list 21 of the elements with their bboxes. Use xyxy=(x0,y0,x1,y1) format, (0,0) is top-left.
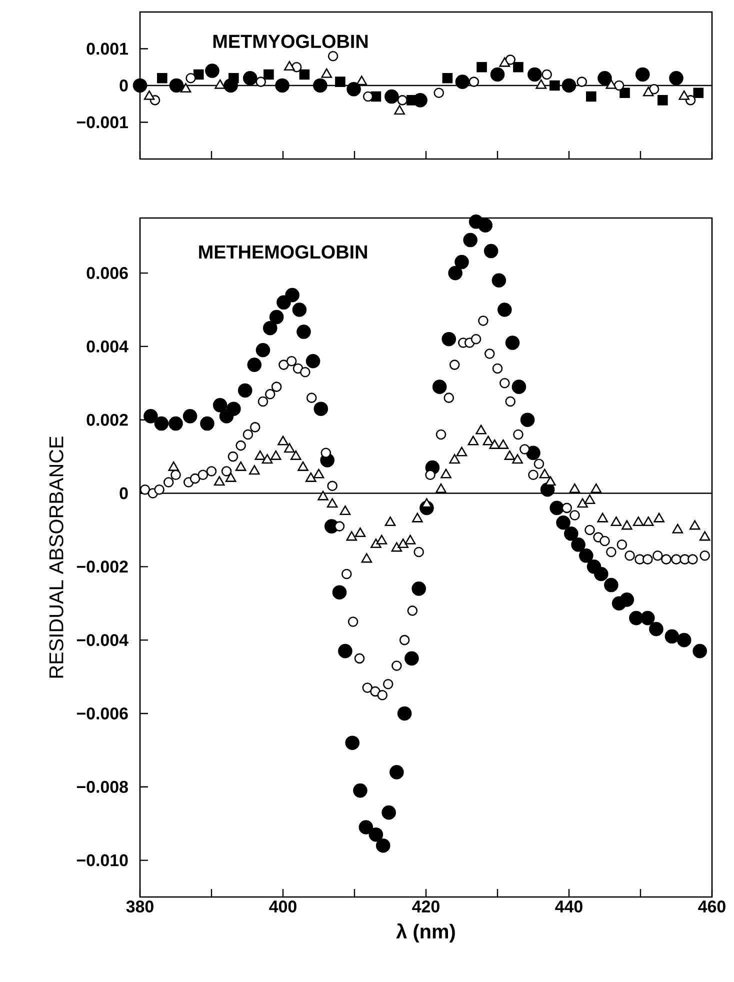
x-tick-label: 420 xyxy=(412,900,440,913)
y-tick-label: 0.002 xyxy=(86,414,128,426)
text: METHEMOGLOBIN xyxy=(199,245,367,259)
y-tick-label: −0.002 xyxy=(76,560,128,573)
text: METMYOGLOBIN xyxy=(213,34,368,48)
x-tick-label: 460 xyxy=(698,900,726,913)
y-tick-label: −0.010 xyxy=(76,854,128,866)
x-tick-label: 440 xyxy=(555,900,582,913)
y-tick-label: 0.001 xyxy=(86,42,128,55)
y-tick-label: −0.001 xyxy=(76,116,128,128)
y-tick-label: −0.004 xyxy=(76,634,128,646)
y-tick-label: −0.008 xyxy=(76,780,128,793)
y-tick-label: 0 xyxy=(120,79,128,92)
y-tick-label: 0 xyxy=(120,487,128,500)
y-tick-label: 0.004 xyxy=(86,340,128,352)
y-axis-title: RESIDUAL ABSORBANCE xyxy=(49,436,64,678)
x-axis-title: λ (nm) xyxy=(396,923,455,942)
y-tick-label: 0.006 xyxy=(86,267,128,280)
x-tick-label: 380 xyxy=(126,900,154,913)
x-tick-label: 400 xyxy=(269,900,296,913)
y-tick-label: −0.006 xyxy=(76,707,128,720)
